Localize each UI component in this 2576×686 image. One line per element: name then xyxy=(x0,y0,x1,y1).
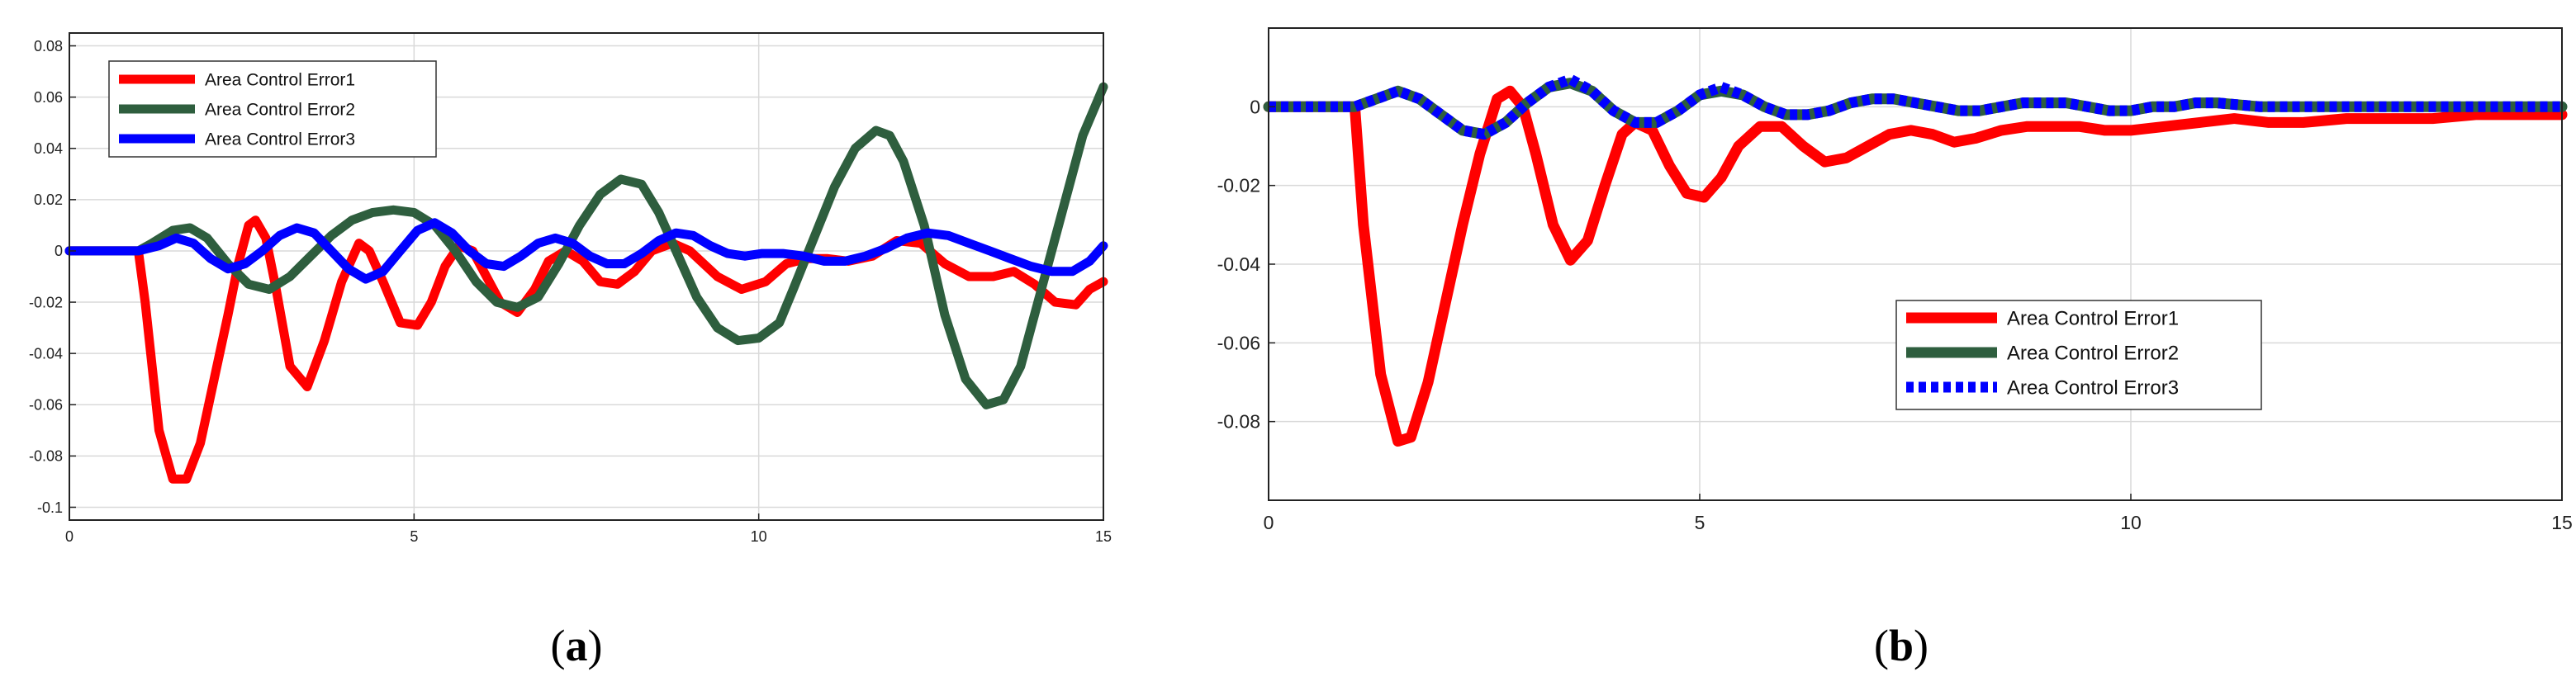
y-tick-label: -0.02 xyxy=(29,294,63,310)
chart-panel-a: 0 5 10 15 -0.1 -0.08 -0.06 -0.04 -0.02 0 0.02 0.04 0… xyxy=(29,32,1112,545)
legend-b: Area Control Error1 Area Control Error2 Ar… xyxy=(1895,300,2262,410)
caption-b: (b) xyxy=(1874,621,1928,670)
x-tick-label: 10 xyxy=(751,528,767,545)
x-tick-label: 15 xyxy=(2551,512,2573,533)
y-tick-label: 0.08 xyxy=(34,38,63,54)
y-tick-label: -0.06 xyxy=(1217,332,1260,353)
legend-label: Area Control Error1 xyxy=(2007,307,2179,329)
series-line-2 xyxy=(64,82,1108,409)
x-tick-label: 0 xyxy=(1264,512,1274,533)
y-tick-label: 0 xyxy=(1250,96,1260,117)
y-tick-label: 0.02 xyxy=(34,192,63,208)
y-tick-label: 0.04 xyxy=(34,140,63,157)
x-tick-label: 15 xyxy=(1095,528,1112,545)
legend-label: Area Control Error3 xyxy=(205,130,355,149)
caption-a: (a) xyxy=(551,621,603,670)
y-tick-label: -0.04 xyxy=(29,345,63,362)
y-tick-label: -0.04 xyxy=(1217,253,1261,275)
y-tick-label: 0.06 xyxy=(34,89,63,106)
x-tick-label: 0 xyxy=(65,528,74,545)
y-tick-label: -0.06 xyxy=(29,397,63,414)
y-tick-label: 0 xyxy=(55,243,63,259)
y-tick-label: -0.08 xyxy=(1217,411,1260,433)
series-line-3 xyxy=(64,218,1108,284)
chart-panel-b: 0 5 10 15 -0.08 -0.06 -0.04 -0.02 0 Area Control… xyxy=(1217,27,2573,533)
legend-label: Area Control Error2 xyxy=(205,100,355,119)
x-tick-label: 5 xyxy=(410,528,418,545)
x-tick-label: 5 xyxy=(1695,512,1705,533)
y-tick-label: -0.08 xyxy=(29,448,63,465)
x-tick-label: 10 xyxy=(2120,512,2142,533)
legend-label: Area Control Error2 xyxy=(2007,342,2179,364)
legend-label: Area Control Error1 xyxy=(205,70,355,89)
y-tick-label: -0.02 xyxy=(1217,175,1260,196)
legend-label: Area Control Error3 xyxy=(2007,376,2179,399)
series-line-2 xyxy=(1263,78,2568,140)
y-tick-label: -0.1 xyxy=(37,499,63,516)
legend-a: Area Control Error1 Area Control Error2 Ar… xyxy=(108,60,437,158)
series-line-1 xyxy=(1263,85,2568,447)
